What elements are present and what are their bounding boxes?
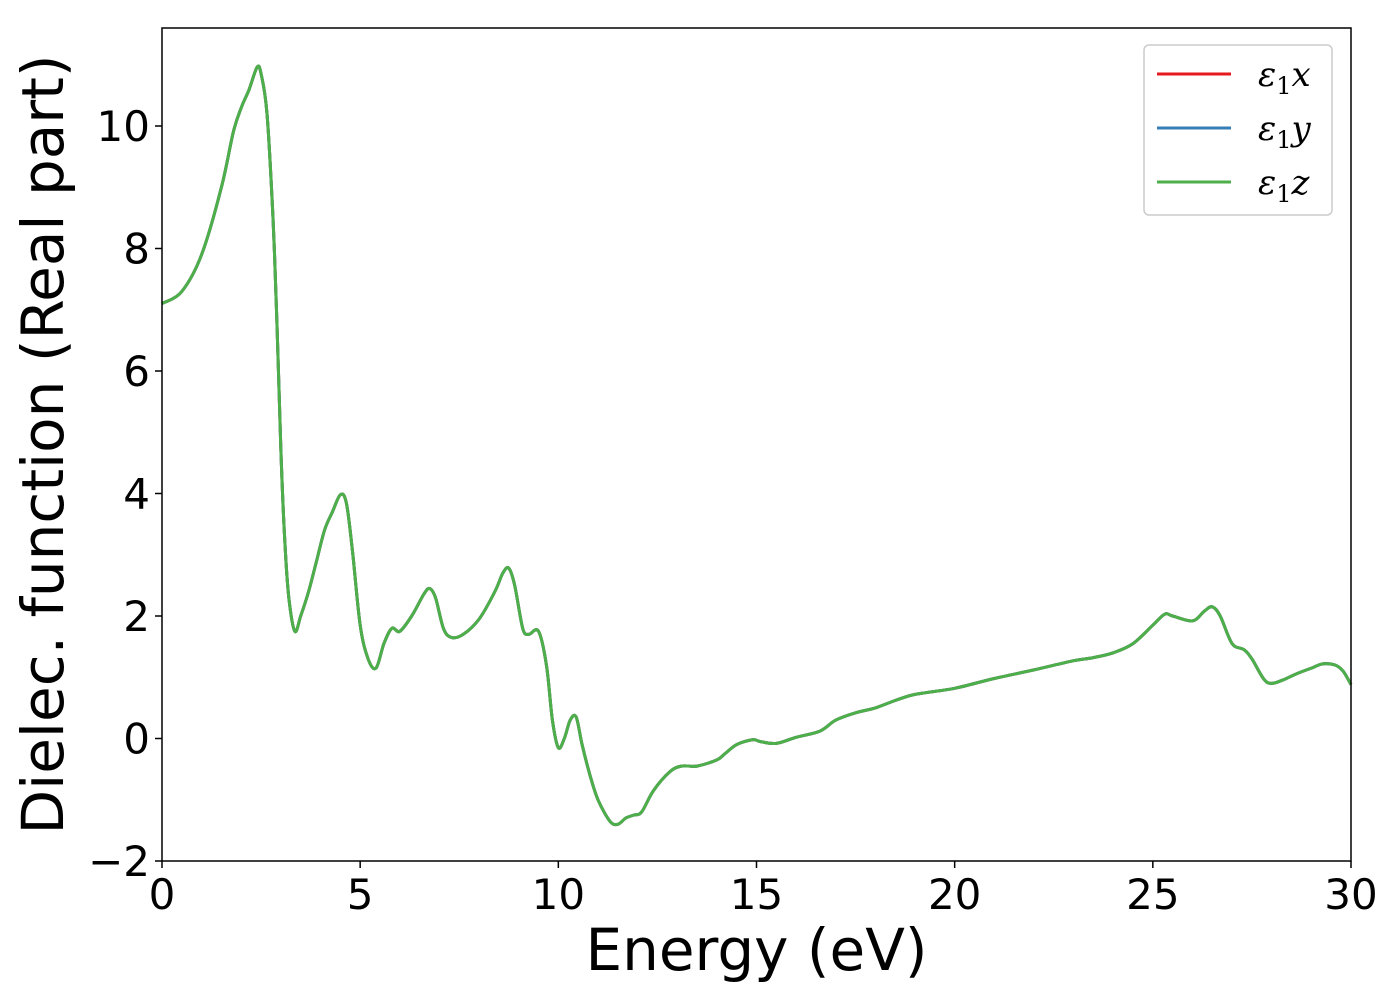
y-tick-label: 4 [123, 470, 150, 519]
x-tick-label: 0 [149, 870, 176, 919]
legend-box [1143, 44, 1333, 216]
y-tick-label: −2 [88, 837, 150, 886]
y-axis: −2 0 2 4 6 8 10 [88, 102, 162, 886]
x-axis-label: Energy (eV) [585, 916, 927, 984]
x-tick-label: 25 [1126, 870, 1179, 919]
y-tick-label: 8 [123, 225, 150, 274]
y-tick-label: 10 [97, 102, 150, 151]
x-tick-label: 5 [347, 870, 374, 919]
legend-subscript: 1 [1276, 126, 1291, 154]
legend-symbol: ε [1258, 55, 1276, 95]
y-axis-label: Dielec. function (Real part) [9, 54, 77, 834]
x-tick-label: 10 [532, 870, 585, 919]
y-tick-label: 6 [123, 347, 150, 396]
series-layer [161, 64, 1353, 827]
series-line-3 [161, 64, 1353, 827]
legend-axis: x [1292, 55, 1311, 95]
legend-label-x: ε1x [1258, 55, 1311, 100]
legend-symbol: ε [1258, 109, 1276, 149]
y-tick-label: 0 [123, 715, 150, 764]
legend-subscript: 1 [1276, 180, 1291, 208]
y-tick-label: 2 [123, 592, 150, 641]
x-axis: 0 5 10 15 20 25 30 [149, 861, 1378, 919]
legend-symbol: ε [1258, 163, 1276, 203]
legend-axis: y [1290, 109, 1312, 149]
x-tick-label: 15 [730, 870, 783, 919]
legend-label-z: ε1z [1258, 163, 1311, 208]
x-tick-label: 30 [1324, 870, 1377, 919]
legend-subscript: 1 [1276, 72, 1291, 100]
x-tick-label: 20 [928, 870, 981, 919]
legend-axis: z [1291, 163, 1311, 203]
legend-label-y: ε1y [1258, 109, 1312, 154]
